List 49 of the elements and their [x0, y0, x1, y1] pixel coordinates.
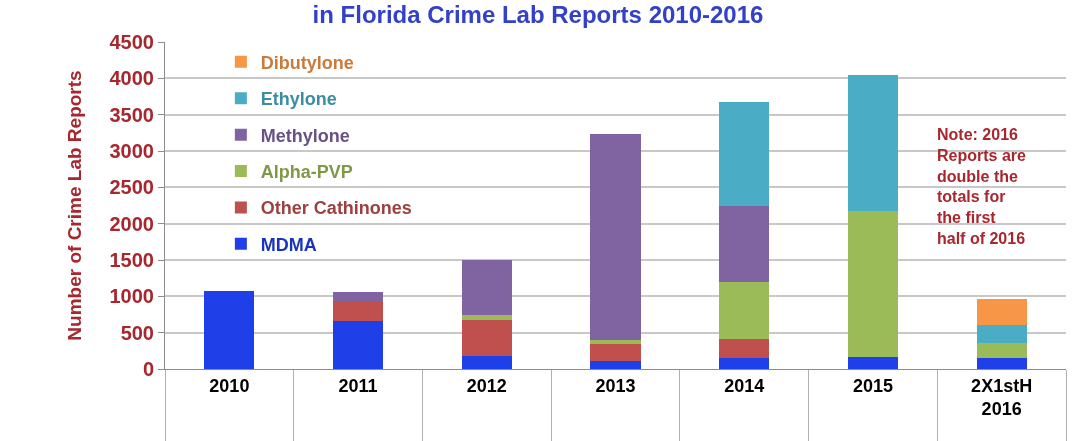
legend-label: MDMA [260, 234, 317, 255]
bar [461, 320, 512, 356]
bar [204, 290, 255, 369]
x-tick-label: 2012 [466, 375, 507, 396]
y-axis-title: Number of Crime Lab Reports [64, 70, 86, 341]
bar [719, 101, 770, 207]
bar [461, 260, 512, 315]
bar [847, 75, 899, 212]
x-tick-label: 2014 [724, 375, 765, 396]
y-tick-label: 2000 [109, 212, 154, 235]
x-tick-label: 2X1stH 2016 [971, 375, 1033, 419]
legend-label: Ethylone [260, 89, 337, 110]
y-tick-label: 4000 [109, 67, 154, 90]
bar [847, 356, 899, 369]
bar [332, 301, 384, 322]
y-tick-label: 1500 [109, 249, 154, 271]
y-tick-label: 3500 [109, 103, 154, 126]
bar [332, 291, 384, 302]
bar [590, 343, 641, 362]
bar [976, 325, 1027, 343]
y-tick-label: 500 [120, 321, 154, 344]
bar [719, 281, 770, 340]
legend-label: Other Cathinones [260, 198, 412, 219]
x-tick-label: 2010 [209, 375, 250, 396]
y-tick-label: 2500 [109, 176, 154, 199]
x-tick-label: 2013 [595, 375, 636, 396]
legend-label: Methylone [260, 125, 350, 146]
chart-title: in Florida Crime Lab Reports 2010-2016 [312, 1, 764, 29]
legend-label: Dibutylone [260, 52, 354, 73]
bar [976, 342, 1027, 359]
y-tick-label: 1000 [109, 285, 154, 308]
bar [719, 206, 770, 282]
legend-label: Alpha-PVP [260, 162, 353, 183]
bar [976, 358, 1027, 369]
y-tick-label: 0 [142, 358, 154, 380]
bar [590, 133, 641, 340]
bar [590, 361, 641, 369]
bar [332, 321, 384, 369]
x-tick-label: 2015 [852, 375, 893, 396]
x-tick-label: 2011 [338, 375, 378, 396]
annotation: Note: 2016 Reports are double the totals for the first half of 2016 [937, 126, 1027, 247]
bar [976, 299, 1027, 326]
bar [719, 339, 770, 359]
bar [461, 355, 512, 369]
bar [590, 339, 641, 344]
bar [847, 211, 899, 357]
bar [719, 358, 770, 369]
y-tick-label: 4500 [109, 31, 154, 53]
y-tick-label: 3000 [109, 140, 154, 162]
